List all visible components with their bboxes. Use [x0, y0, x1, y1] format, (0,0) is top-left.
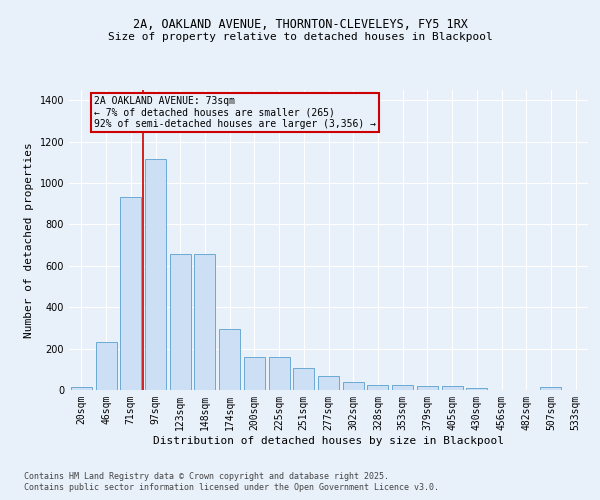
Bar — [343, 382, 364, 390]
Bar — [293, 368, 314, 390]
Bar — [219, 329, 240, 390]
Bar — [417, 386, 438, 390]
Bar — [71, 387, 92, 390]
Bar — [194, 254, 215, 390]
Text: 2A, OAKLAND AVENUE, THORNTON-CLEVELEYS, FY5 1RX: 2A, OAKLAND AVENUE, THORNTON-CLEVELEYS, … — [133, 18, 467, 30]
Bar — [541, 387, 562, 390]
Bar — [269, 357, 290, 390]
Bar — [170, 254, 191, 390]
Text: Contains public sector information licensed under the Open Government Licence v3: Contains public sector information licen… — [24, 484, 439, 492]
Text: 2A OAKLAND AVENUE: 73sqm
← 7% of detached houses are smaller (265)
92% of semi-d: 2A OAKLAND AVENUE: 73sqm ← 7% of detache… — [94, 96, 376, 130]
Bar — [120, 196, 141, 390]
Bar — [244, 357, 265, 390]
Bar — [145, 160, 166, 390]
Text: Contains HM Land Registry data © Crown copyright and database right 2025.: Contains HM Land Registry data © Crown c… — [24, 472, 389, 481]
Bar — [367, 385, 388, 390]
Bar — [442, 386, 463, 390]
X-axis label: Distribution of detached houses by size in Blackpool: Distribution of detached houses by size … — [153, 436, 504, 446]
Bar — [392, 385, 413, 390]
Text: Size of property relative to detached houses in Blackpool: Size of property relative to detached ho… — [107, 32, 493, 42]
Bar — [318, 376, 339, 390]
Y-axis label: Number of detached properties: Number of detached properties — [24, 142, 34, 338]
Bar — [466, 388, 487, 390]
Bar — [95, 342, 116, 390]
